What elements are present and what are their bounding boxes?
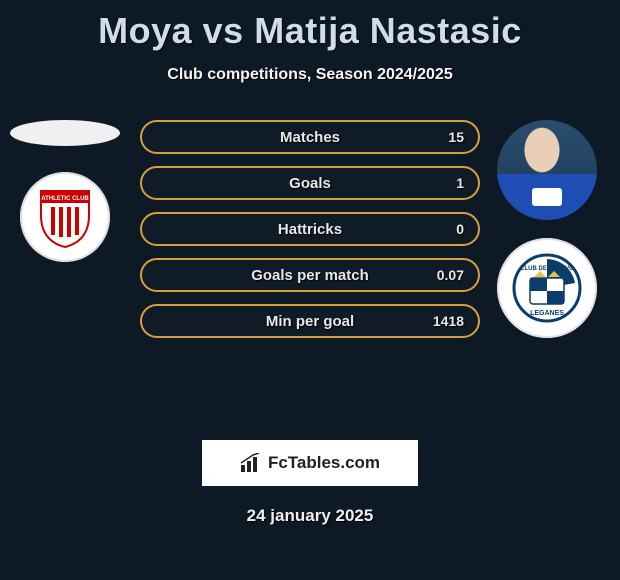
subtitle: Club competitions, Season 2024/2025 <box>0 66 620 84</box>
svg-text:ATHLETIC CLUB: ATHLETIC CLUB <box>41 196 89 202</box>
stat-row: Min per goal 1418 <box>140 304 480 338</box>
jersey-icon <box>497 174 597 220</box>
stat-row: Goals 1 <box>140 166 480 200</box>
athletic-club-crest-icon: ATHLETIC CLUB <box>37 185 93 249</box>
svg-text:LEGANES: LEGANES <box>530 310 564 317</box>
comparison-panel: ATHLETIC CLUB CLUB DEPORTIVO LEGANES <box>0 120 620 420</box>
brand-box: FcTables.com <box>202 440 418 486</box>
stat-row: Hattricks 0 <box>140 212 480 246</box>
right-player-photo <box>497 120 597 220</box>
stat-value-right: 15 <box>448 129 464 145</box>
stat-label: Min per goal <box>266 313 354 330</box>
left-club-badge: ATHLETIC CLUB <box>20 172 110 262</box>
stat-value-right: 0 <box>456 221 464 237</box>
date-text: 24 january 2025 <box>0 506 620 526</box>
brand-text: FcTables.com <box>268 453 380 473</box>
stat-label: Matches <box>280 129 340 146</box>
stat-label: Goals per match <box>251 267 369 284</box>
stat-rows: Matches 15 Goals 1 Hattricks 0 Goals per… <box>140 120 480 350</box>
stat-value-right: 1 <box>456 175 464 191</box>
stat-label: Goals <box>289 175 331 192</box>
stat-row: Matches 15 <box>140 120 480 154</box>
bar-chart-icon <box>240 453 262 473</box>
stat-label: Hattricks <box>278 221 342 238</box>
right-player-column: CLUB DEPORTIVO LEGANES <box>492 120 602 338</box>
leganes-crest-icon: CLUB DEPORTIVO LEGANES <box>512 253 582 323</box>
right-club-badge: CLUB DEPORTIVO LEGANES <box>497 238 597 338</box>
stat-value-right: 0.07 <box>437 267 464 283</box>
left-player-column: ATHLETIC CLUB <box>0 120 130 262</box>
stat-row: Goals per match 0.07 <box>140 258 480 292</box>
stat-value-right: 1418 <box>433 313 464 329</box>
page-title: Moya vs Matija Nastasic <box>0 0 620 52</box>
svg-text:CLUB DEPORTIVO: CLUB DEPORTIVO <box>520 266 574 272</box>
left-player-photo-placeholder <box>10 120 120 146</box>
